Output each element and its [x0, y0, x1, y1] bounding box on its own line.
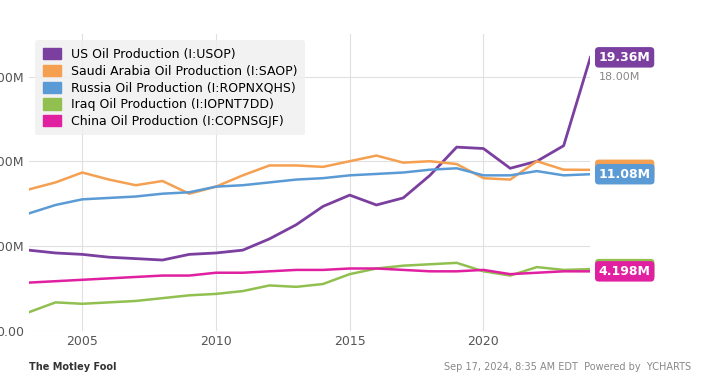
Text: 18.00M: 18.00M — [599, 71, 640, 82]
Text: 11.08M: 11.08M — [599, 168, 651, 181]
Text: 19.36M: 19.36M — [599, 51, 650, 64]
Text: 4.355M: 4.355M — [599, 263, 651, 276]
Text: Sep 17, 2024, 8:35 AM EDT  Powered by  YCHARTS: Sep 17, 2024, 8:35 AM EDT Powered by YCH… — [444, 363, 691, 372]
Text: 11.39M: 11.39M — [599, 163, 651, 176]
Legend: US Oil Production (I:USOP), Saudi Arabia Oil Production (I:SAOP), Russia Oil Pro: US Oil Production (I:USOP), Saudi Arabia… — [35, 40, 305, 135]
Text: The Motley Fool: The Motley Fool — [29, 363, 117, 372]
Text: 4.198M: 4.198M — [599, 265, 651, 278]
